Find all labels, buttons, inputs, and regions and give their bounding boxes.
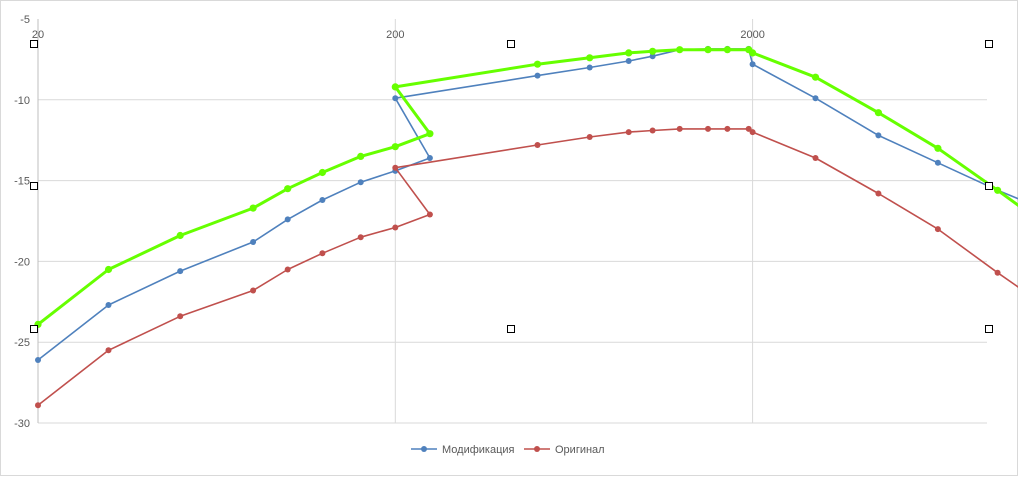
data-point-series-0 [934, 159, 941, 166]
data-point-series-1 [35, 402, 41, 409]
selection-handle[interactable] [985, 40, 993, 48]
series-line-0 [37, 48, 1018, 361]
data-point-series-1 [392, 164, 399, 171]
data-point-series-1 [392, 224, 399, 231]
data-point-series-2 [176, 231, 184, 240]
data-point-series-1 [649, 127, 656, 134]
data-point-series-2 [357, 152, 365, 160]
data-point-series-2 [874, 109, 883, 117]
data-point-series-1 [676, 125, 683, 132]
selection-handle[interactable] [985, 182, 993, 190]
data-point-series-1 [177, 313, 184, 320]
data-point-series-0 [649, 53, 656, 60]
data-point-series-1 [357, 234, 364, 241]
legend-marker [421, 446, 427, 452]
selection-handle[interactable] [30, 40, 38, 48]
selection-handle[interactable] [30, 182, 38, 190]
data-point-series-1 [426, 211, 433, 218]
data-point-series-1 [812, 155, 819, 161]
data-point-series-0 [586, 64, 593, 71]
data-point-series-0 [426, 155, 433, 161]
data-point-series-0 [875, 132, 882, 139]
y-tick-label: -5 [20, 14, 30, 26]
x-tick-label: 200 [386, 29, 404, 41]
data-point-series-0 [357, 179, 364, 186]
data-point-series-2 [704, 46, 712, 54]
data-point-series-2 [811, 73, 820, 81]
data-point-series-2 [625, 49, 633, 57]
data-point-series-2 [391, 83, 399, 91]
selection-handle[interactable] [985, 325, 993, 333]
data-point-series-1 [749, 129, 756, 136]
legend-label: Оригинал [555, 444, 605, 456]
data-point-series-2 [994, 186, 1002, 194]
y-tick-label: -15 [14, 176, 30, 188]
series-line-1 [37, 128, 1018, 406]
data-point-series-1 [994, 269, 1001, 276]
data-point-series-2 [426, 130, 434, 138]
data-point-series-2 [318, 168, 326, 177]
legend-marker [534, 446, 540, 452]
y-tick-label: -30 [14, 418, 30, 430]
data-point-series-0 [392, 95, 399, 102]
data-point-series-0 [284, 216, 291, 223]
data-point-series-1 [934, 226, 941, 233]
series-layer [34, 45, 1018, 409]
data-point-series-1 [875, 190, 882, 197]
x-tick-label: 2000 [740, 29, 764, 41]
legend: Модификация Оригинал [411, 444, 605, 456]
selection-handles [30, 40, 993, 333]
data-point-series-1 [586, 134, 593, 140]
data-point-series-0 [534, 72, 541, 79]
data-point-series-2 [586, 54, 594, 62]
selection-handle[interactable] [507, 325, 515, 333]
y-tick-label: -25 [14, 337, 30, 349]
series-line-2 [37, 48, 1018, 326]
data-point-series-1 [625, 129, 632, 136]
data-point-series-1 [705, 125, 711, 132]
data-point-series-1 [724, 125, 731, 132]
data-point-series-1 [534, 142, 541, 148]
data-point-series-2 [749, 49, 757, 57]
data-point-series-0 [177, 268, 184, 275]
data-point-series-0 [319, 197, 326, 203]
data-point-series-2 [249, 204, 257, 212]
data-point-series-2 [104, 265, 113, 274]
data-point-series-2 [533, 60, 542, 68]
y-tick-label: -20 [14, 256, 30, 268]
data-point-series-1 [319, 250, 326, 257]
data-point-series-0 [105, 302, 112, 308]
data-point-series-1 [284, 266, 291, 273]
data-point-series-2 [723, 46, 732, 54]
y-tick-label: -10 [14, 95, 30, 107]
data-point-series-2 [391, 143, 399, 151]
data-point-series-0 [250, 239, 257, 245]
data-point-series-2 [676, 46, 684, 54]
legend-label: Модификация [442, 444, 515, 456]
data-point-series-0 [749, 61, 756, 68]
data-point-series-1 [105, 347, 112, 354]
data-point-series-1 [250, 287, 257, 294]
selection-handle[interactable] [507, 40, 515, 48]
data-point-series-2 [284, 185, 292, 193]
data-point-series-0 [625, 58, 632, 64]
data-point-series-2 [934, 144, 942, 152]
data-point-series-0 [812, 95, 819, 102]
selection-handle[interactable] [30, 325, 38, 333]
data-point-series-0 [35, 357, 41, 363]
data-point-series-2 [649, 47, 657, 55]
